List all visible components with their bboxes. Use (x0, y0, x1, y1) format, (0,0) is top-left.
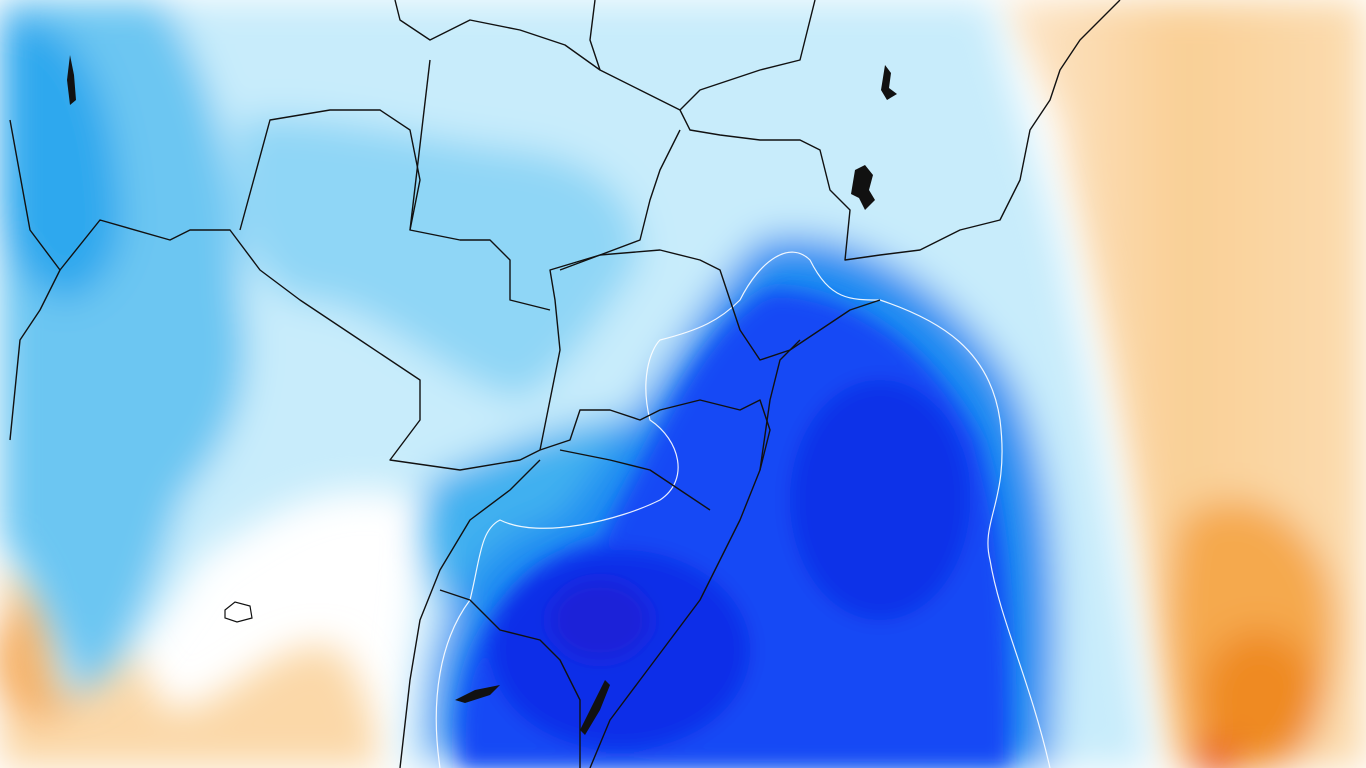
borders (9, 0, 1121, 768)
strong-cold-anomaly (458, 290, 1010, 768)
lakes (67, 55, 897, 735)
island (224, 601, 253, 623)
contour-line (435, 251, 1051, 768)
